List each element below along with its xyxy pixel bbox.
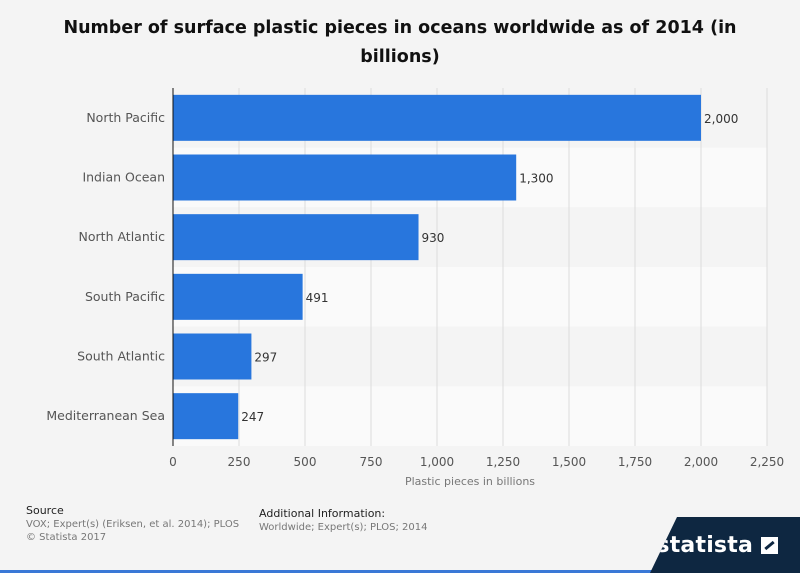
- source-label: Source: [26, 504, 64, 517]
- category-label: North Pacific: [86, 110, 165, 125]
- x-tick-label: 500: [294, 455, 317, 469]
- x-tick-label: 1,250: [486, 455, 520, 469]
- x-tick-label: 0: [169, 455, 177, 469]
- statista-logo[interactable]: statista: [650, 517, 800, 573]
- category-label: South Pacific: [85, 289, 165, 304]
- chart-title: Number of surface plastic pieces in ocea…: [63, 18, 737, 67]
- category-label: Mediterranean Sea: [46, 408, 165, 423]
- source-text: VOX; Expert(s) (Eriksen, et al. 2014); P…: [26, 519, 240, 530]
- x-tick-label: 1,500: [552, 455, 586, 469]
- data-label: 247: [241, 410, 264, 424]
- data-label: 930: [422, 231, 445, 245]
- data-label: 2,000: [704, 112, 738, 126]
- bars: [173, 94, 701, 440]
- x-axis-label: Plastic pieces in billions: [405, 475, 535, 488]
- row-bands: [173, 88, 767, 446]
- x-tick-label: 750: [360, 455, 383, 469]
- bar[interactable]: [173, 273, 303, 320]
- category-labels: North Pacific Indian Ocean North Atlantic S…: [46, 110, 165, 423]
- value-labels: 2,000 1,300 930 491 297 247: [241, 112, 738, 424]
- additional-info-text: Worldwide; Expert(s); PLOS; 2014: [259, 522, 428, 533]
- copyright-text: © Statista 2017: [26, 532, 107, 543]
- additional-info-label: Additional Information:: [259, 507, 386, 520]
- x-tick-label: 2,250: [750, 455, 784, 469]
- row-band: [173, 386, 767, 446]
- x-tick-labels: 0 250 500 750 1,000 1,250 1,500 1,750 2,000 2,250: [169, 455, 784, 469]
- data-label: 491: [306, 291, 329, 305]
- category-label: North Atlantic: [79, 229, 166, 244]
- brand-band: [0, 570, 800, 573]
- row-band: [173, 326, 767, 387]
- x-tick-label: 1,000: [420, 455, 454, 469]
- bar[interactable]: [173, 393, 239, 440]
- bar[interactable]: [173, 333, 252, 380]
- x-tick-label: 2,000: [684, 455, 718, 469]
- category-label: South Atlantic: [77, 349, 165, 364]
- category-label: Indian Ocean: [82, 170, 165, 185]
- bar[interactable]: [173, 94, 701, 141]
- statista-logo-icon: [761, 536, 778, 554]
- data-label: 297: [254, 351, 277, 365]
- bar[interactable]: [173, 214, 419, 261]
- bar[interactable]: [173, 154, 517, 201]
- gridlines: [238, 88, 768, 446]
- x-tick-label: 1,750: [618, 455, 652, 469]
- x-tick-label: 250: [228, 455, 251, 469]
- data-label: 1,300: [519, 172, 553, 186]
- brand-name: statista: [656, 532, 753, 558]
